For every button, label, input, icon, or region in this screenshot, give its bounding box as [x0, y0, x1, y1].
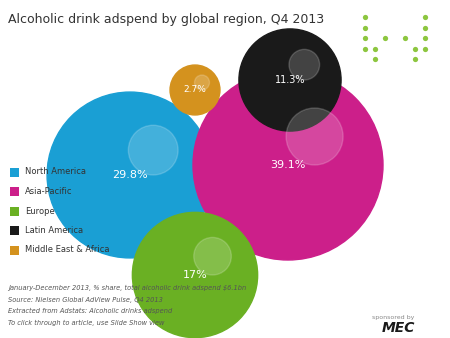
Circle shape	[239, 29, 341, 131]
Text: sponsored by: sponsored by	[372, 315, 414, 320]
Circle shape	[194, 237, 231, 275]
Bar	[10, 226, 19, 235]
Text: Europe: Europe	[25, 207, 55, 216]
Bar	[10, 187, 19, 196]
Circle shape	[128, 125, 178, 175]
Point	[361, 25, 369, 30]
Point	[421, 25, 428, 30]
Text: To click through to article, use Slide Show view: To click through to article, use Slide S…	[8, 319, 164, 325]
Text: Middle East & Africa: Middle East & Africa	[25, 245, 109, 255]
Point	[411, 46, 418, 51]
Circle shape	[47, 92, 213, 258]
Point	[361, 35, 369, 41]
Circle shape	[194, 75, 210, 90]
Point	[421, 46, 428, 51]
Point	[371, 46, 378, 51]
Point	[421, 35, 428, 41]
Text: Asia-Pacific: Asia-Pacific	[25, 187, 72, 196]
Text: 39.1%: 39.1%	[270, 160, 306, 170]
Circle shape	[193, 70, 383, 260]
Text: January-December 2013, % share, total alcoholic drink adspend $6.1bn: January-December 2013, % share, total al…	[8, 285, 246, 291]
Text: Latin America: Latin America	[25, 226, 83, 235]
Bar	[10, 207, 19, 216]
Circle shape	[286, 108, 343, 165]
Text: Extracted from Adstats: Alcoholic drinks adspend: Extracted from Adstats: Alcoholic drinks…	[8, 308, 172, 314]
Point	[361, 14, 369, 20]
Text: 2.7%: 2.7%	[184, 86, 207, 95]
Circle shape	[289, 49, 320, 80]
Point	[371, 56, 378, 62]
Bar	[10, 168, 19, 176]
Point	[401, 35, 409, 41]
Text: 17%: 17%	[183, 270, 207, 280]
Text: MEC: MEC	[382, 321, 415, 335]
Text: North America: North America	[25, 168, 86, 176]
Circle shape	[170, 65, 220, 115]
Text: Alcoholic drink adspend by global region, Q4 2013: Alcoholic drink adspend by global region…	[8, 13, 324, 26]
Point	[421, 14, 428, 20]
Text: 29.8%: 29.8%	[112, 170, 148, 180]
Circle shape	[132, 212, 258, 338]
Point	[382, 35, 389, 41]
Point	[411, 56, 418, 62]
Bar	[10, 245, 19, 255]
Text: 11.3%: 11.3%	[275, 75, 305, 85]
Point	[361, 46, 369, 51]
Text: Source: Nielsen Global AdView Pulse, Q4 2013: Source: Nielsen Global AdView Pulse, Q4 …	[8, 296, 163, 303]
